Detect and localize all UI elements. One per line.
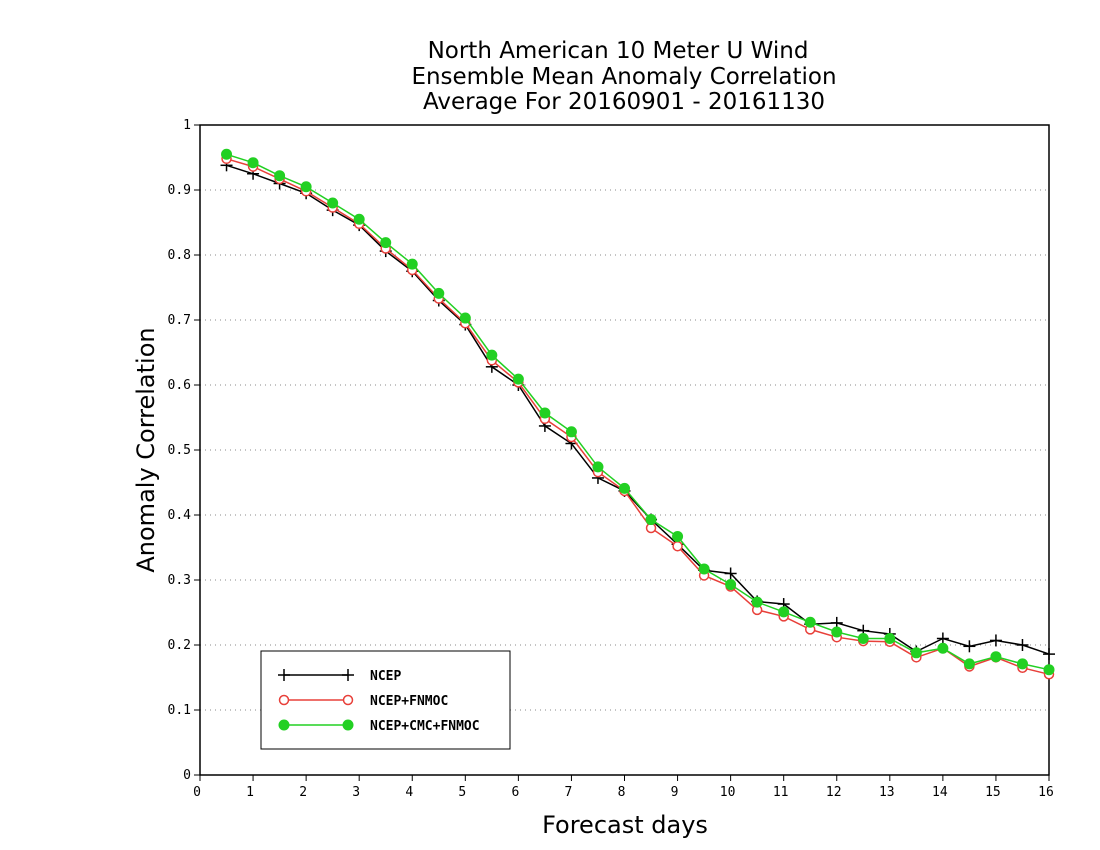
data-point [857, 633, 869, 644]
y-tick-label: 0 [183, 768, 191, 783]
data-point [884, 633, 896, 644]
chart-title-line-2: Ensemble Mean Anomaly Correlation [411, 64, 836, 90]
data-point [300, 181, 312, 193]
data-point [778, 606, 790, 618]
y-tick-label: 0.8 [168, 248, 191, 263]
y-tick-label: 0.4 [168, 508, 192, 523]
x-tick-label: 14 [932, 785, 948, 800]
legend-marker [278, 669, 290, 681]
y-tick-label: 0.1 [168, 703, 191, 718]
x-axis-label: Forecast days [542, 811, 708, 839]
x-tick-label: 0 [193, 785, 201, 800]
data-point [724, 567, 737, 580]
legend-entry: NCEP+CMC+FNMOC [278, 719, 480, 734]
data-point [990, 651, 1002, 663]
x-tick-label: 5 [458, 785, 466, 800]
data-point [592, 461, 604, 473]
x-tick-label: 1 [246, 785, 254, 800]
legend-label: NCEP+FNMOC [370, 694, 448, 709]
x-tick-label: 10 [720, 785, 736, 800]
x-tick-label: 3 [352, 785, 360, 800]
legend-marker [342, 719, 354, 731]
series-layer [220, 148, 1055, 680]
legend-label: NCEP [370, 669, 401, 684]
data-point [672, 540, 683, 552]
data-point [406, 258, 418, 270]
x-tick-label: 11 [773, 785, 789, 800]
series-ncep-cmc-fnmoc [221, 148, 1055, 676]
y-axis-label: Anomaly Correlation [132, 327, 160, 572]
data-point [221, 148, 233, 160]
data-point [989, 634, 1002, 647]
data-point [619, 482, 630, 494]
data-point [380, 237, 392, 249]
x-tick-label: 6 [511, 785, 519, 800]
legend-label: NCEP+CMC+FNMOC [370, 719, 480, 734]
y-tick-label: 0.2 [168, 638, 191, 653]
x-tick-label: 15 [985, 785, 1001, 800]
data-point [751, 596, 763, 608]
series-line [226, 153, 1050, 671]
series-line [226, 158, 1050, 676]
grid-lines [200, 189, 1049, 711]
data-point [698, 563, 710, 575]
data-point [937, 642, 949, 654]
chart-title-line-1: North American 10 Meter U Wind [428, 38, 809, 64]
y-tick-label: 0.6 [168, 378, 191, 393]
legend: NCEP NCEP+FNMOC NCEP+CMC+FNMOC [260, 650, 511, 750]
data-point [963, 640, 976, 653]
y-tick-label: 1 [183, 118, 191, 133]
x-tick-label: 2 [299, 785, 307, 800]
y-tick-label: 0.3 [168, 573, 191, 588]
data-point [1043, 648, 1055, 661]
data-point [327, 197, 339, 209]
data-point [1016, 639, 1029, 651]
data-point [831, 626, 843, 638]
data-point [433, 287, 445, 299]
legend-marker [342, 669, 354, 681]
y-tick-label: 0.5 [168, 443, 191, 458]
axis-ticks: 00.10.20.30.40.50.60.70.80.910 1 2 3 4 5 6 7 8 9 1… [168, 118, 1054, 800]
data-point [459, 312, 471, 324]
data-point [512, 373, 524, 385]
legend-entry: NCEP [278, 669, 401, 684]
x-tick-label: 8 [618, 785, 626, 800]
chart-title-line-3: Average For 20160901 - 20161130 [423, 89, 825, 115]
y-tick-label: 0.9 [168, 183, 191, 198]
data-point [910, 647, 922, 659]
series-ncep [220, 159, 1055, 661]
x-tick-label: 4 [405, 785, 413, 800]
data-point [353, 213, 365, 225]
x-tick-label: 9 [671, 785, 679, 800]
data-point [247, 157, 259, 169]
legend-marker [278, 719, 290, 731]
data-point [539, 407, 551, 419]
data-point [1043, 664, 1055, 676]
x-tick-label: 7 [565, 785, 573, 800]
data-point [565, 426, 577, 438]
legend-items: NCEP NCEP+FNMOC NCEP+CMC+FNMOC [278, 669, 480, 734]
data-point [936, 632, 949, 645]
series-ncep-fnmoc [221, 153, 1055, 680]
data-point [804, 616, 816, 628]
legend-entry: NCEP+FNMOC [278, 694, 448, 709]
data-point [274, 170, 286, 182]
data-point [963, 658, 975, 670]
x-tick-label: 12 [826, 785, 842, 800]
data-point [1016, 658, 1028, 670]
series-line [226, 164, 1050, 655]
legend-marker [278, 694, 290, 706]
data-point [645, 514, 657, 526]
data-point [672, 530, 684, 542]
data-point [486, 349, 498, 361]
y-tick-label: 0.7 [168, 313, 191, 328]
legend-marker [342, 694, 354, 706]
x-tick-label: 13 [879, 785, 895, 800]
x-tick-label: 16 [1038, 785, 1054, 800]
data-point [725, 579, 737, 591]
